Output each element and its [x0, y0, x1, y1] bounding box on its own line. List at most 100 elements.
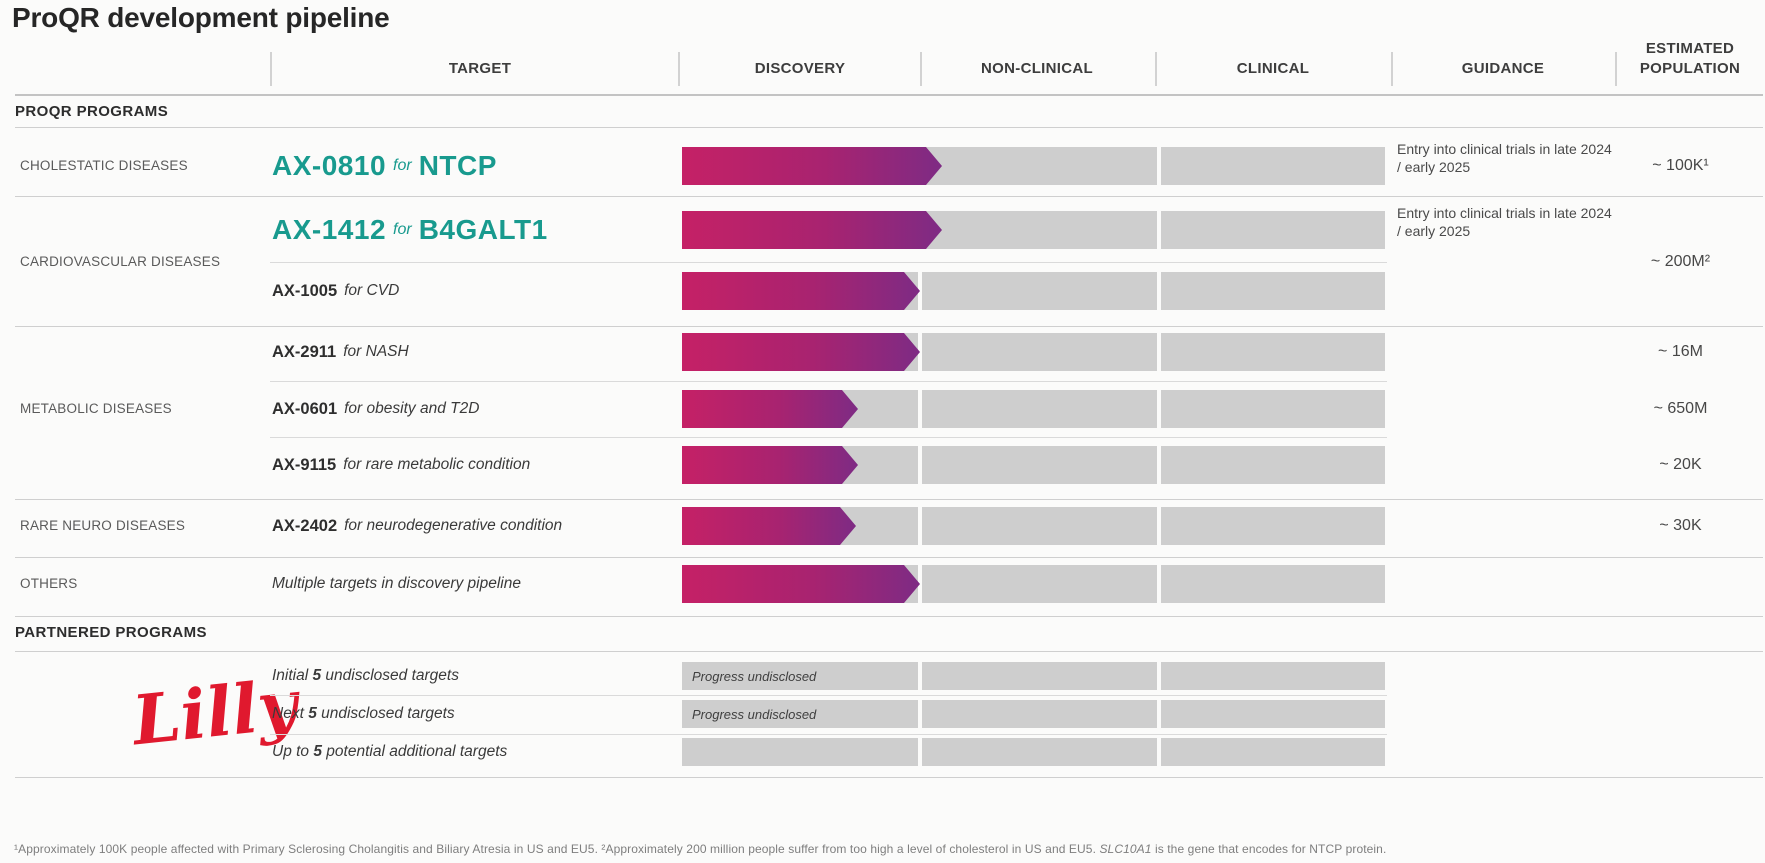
target-name: B4GALT1	[418, 214, 548, 245]
for-word: for	[343, 456, 362, 473]
text-part: undisclosed targets	[316, 705, 455, 722]
partner-program-name: Next 5 undisclosed targets	[272, 700, 455, 728]
for-word: for	[344, 282, 363, 299]
group-divider	[15, 616, 1763, 617]
group-divider	[15, 326, 1763, 327]
for-word: for	[393, 157, 412, 174]
stage-track	[682, 662, 1385, 690]
for-word: for	[393, 221, 412, 238]
track-segment-non-clinical	[922, 272, 1157, 310]
target-text: obesity and T2D	[366, 400, 480, 417]
page-title: ProQR development pipeline	[12, 2, 390, 33]
group-divider	[15, 557, 1763, 558]
stage-track	[682, 738, 1385, 766]
target-name: for CVD	[344, 282, 399, 300]
row-divider	[270, 734, 1387, 735]
category-label: OTHERS	[20, 575, 78, 591]
program-name: AX-1412 for B4GALT1	[272, 211, 548, 249]
target-name: for rare metabolic condition	[343, 456, 530, 474]
track-segment-discovery	[682, 700, 918, 728]
estimated-population-value: ~ 650M	[1653, 400, 1708, 417]
track-segment-discovery	[682, 738, 918, 766]
track-segment-non-clinical	[922, 333, 1157, 371]
gene-name: SLC10A1	[1099, 842, 1152, 856]
category-label: CHOLESTATIC DISEASES	[20, 157, 188, 173]
progress-bar	[682, 390, 858, 428]
column-header-guidance: GUIDANCE	[1461, 60, 1545, 77]
row-divider	[15, 127, 1763, 128]
target-name: for neurodegenerative condition	[344, 517, 562, 535]
row-divider	[270, 381, 1387, 382]
text-part: Initial	[272, 667, 313, 684]
partner-text: Next 5 undisclosed targets	[272, 705, 455, 723]
category-label: CARDIOVASCULAR DISEASES	[20, 253, 221, 269]
progress-bar	[682, 147, 942, 185]
track-segment-non-clinical	[922, 390, 1157, 428]
guidance-note: Entry into clinical trials in late 2024 …	[1397, 205, 1612, 239]
column-header-discovery: DISCOVERY	[754, 60, 846, 77]
track-segment-clinical	[1161, 333, 1385, 371]
track-segment-non-clinical	[922, 507, 1157, 545]
target-text: NASH	[365, 343, 409, 360]
progress-undisclosed-label: Progress undisclosed	[692, 706, 817, 722]
program-name: AX-0601 for obesity and T2D	[272, 390, 479, 428]
drug-code: AX-0810	[272, 150, 387, 181]
estimated-population-value: ~ 20K	[1659, 456, 1702, 473]
track-segment-non-clinical	[922, 147, 1157, 185]
stage-track	[682, 700, 1385, 728]
progress-bar	[682, 565, 920, 603]
column-tick	[1391, 52, 1393, 86]
footnote: ¹Approximately 100K people affected with…	[14, 842, 1757, 856]
track-segment-clinical	[1161, 446, 1385, 484]
column-header-target: TARGET	[448, 60, 512, 77]
track-segment-clinical	[1161, 565, 1385, 603]
target-name: for NASH	[343, 343, 408, 361]
track-segment-clinical	[1161, 738, 1385, 766]
row-divider	[15, 196, 1763, 197]
text-part: Up to	[272, 743, 314, 760]
progress-bar	[682, 333, 920, 371]
section-end-divider	[15, 777, 1763, 778]
track-segment-discovery	[682, 662, 918, 690]
column-tick	[1155, 52, 1157, 86]
drug-code: AX-2402	[272, 516, 338, 535]
track-segment-clinical	[1161, 390, 1385, 428]
text-part: potential additional targets	[321, 743, 508, 760]
target-text: CVD	[366, 282, 400, 299]
partner-program-name: Up to 5 potential additional targets	[272, 738, 507, 766]
section-label-proqr-programs: PROQR PROGRAMS	[15, 103, 169, 120]
column-tick	[678, 52, 680, 86]
drug-code: AX-2911	[272, 342, 337, 361]
track-segment-clinical	[1161, 211, 1385, 249]
category-label: RARE NEURO DISEASES	[20, 517, 186, 533]
drug-code: AX-0601	[272, 399, 338, 418]
target-text: neurodegenerative condition	[366, 517, 563, 534]
partner-text: Initial 5 undisclosed targets	[272, 667, 459, 685]
estimated-population-value: ~ 16M	[1658, 343, 1703, 360]
program-name: AX-2911 for NASH	[272, 333, 409, 371]
track-segment-non-clinical	[922, 446, 1157, 484]
section-label-partnered-programs: PARTNERED PROGRAMS	[15, 624, 207, 641]
for-word: for	[344, 517, 363, 534]
footnote-text: is the gene that encodes for NTCP protei…	[1151, 842, 1387, 856]
target-name: for obesity and T2D	[344, 400, 479, 418]
track-segment-non-clinical	[922, 211, 1157, 249]
track-segment-clinical	[1161, 662, 1385, 690]
text-part: undisclosed targets	[321, 667, 459, 684]
estimated-population-value: ~ 100K¹	[1652, 157, 1709, 174]
estimated-population-value: ~ 30K	[1659, 517, 1702, 534]
target-text: rare metabolic condition	[365, 456, 531, 473]
program-name: AX-9115 for rare metabolic condition	[272, 446, 530, 484]
text-part: Next	[272, 705, 309, 722]
for-word: for	[343, 343, 362, 360]
column-header-estimated-population: ESTIMATED POPULATION	[1639, 40, 1741, 77]
partner-text: Up to 5 potential additional targets	[272, 743, 507, 761]
row-divider	[270, 695, 1387, 696]
progress-bar	[682, 446, 858, 484]
program-name: AX-1005 for CVD	[272, 272, 399, 310]
drug-code: AX-9115	[272, 455, 337, 474]
program-name: AX-2402 for neurodegenerative condition	[272, 507, 562, 545]
track-segment-clinical	[1161, 272, 1385, 310]
progress-bar	[682, 211, 942, 249]
